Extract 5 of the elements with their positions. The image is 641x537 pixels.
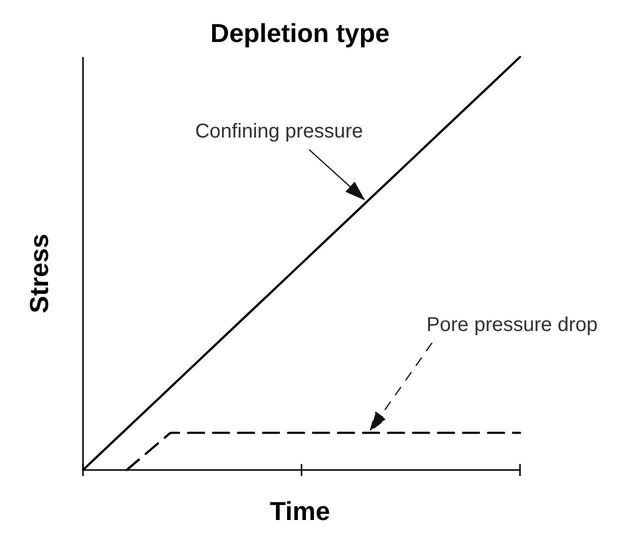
y-axis-title: Stress — [24, 234, 54, 314]
chart-title: Depletion type — [210, 18, 390, 48]
annotation: Confining pressure — [195, 120, 363, 143]
x-axis-title: Time — [270, 496, 330, 526]
annotation: Pore pressure drop — [426, 314, 598, 336]
